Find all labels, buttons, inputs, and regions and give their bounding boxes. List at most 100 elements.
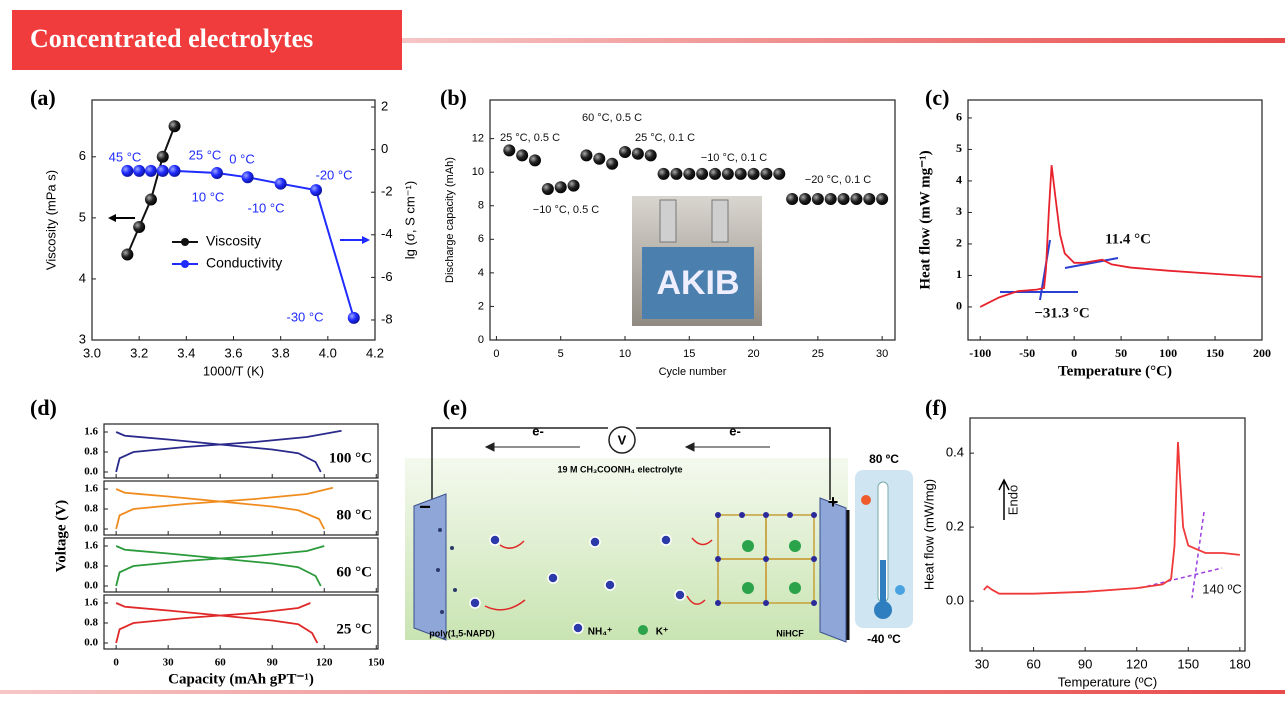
x-tick-label: 0 xyxy=(493,348,499,360)
data-point xyxy=(696,168,708,180)
anode-label: poly(1,5-NAPD) xyxy=(429,628,495,638)
y-tick-label: 0 xyxy=(478,334,484,346)
legend-marker xyxy=(181,238,189,246)
data-point xyxy=(773,168,785,180)
y-tick-label: 1.6 xyxy=(84,483,98,495)
y-tick-label: 0.0 xyxy=(84,637,98,649)
y-tick-label: 0 xyxy=(956,299,962,313)
data-point xyxy=(786,193,798,205)
x-tick-label: 3.4 xyxy=(177,345,195,360)
x-tick-label: 3.8 xyxy=(272,345,290,360)
data-point xyxy=(348,312,360,324)
subplot-label: 80 °C xyxy=(336,508,372,524)
data-point xyxy=(709,168,721,180)
x-tick-label: 120 xyxy=(316,657,333,669)
y2-tick-label: 2 xyxy=(381,98,388,113)
y-axis-title: Discharge capacity (mAh) xyxy=(444,157,456,283)
annotation: -10 °C xyxy=(248,200,285,215)
data-point xyxy=(145,165,157,177)
data-point xyxy=(632,148,644,160)
panel-label: (a) xyxy=(30,85,56,110)
y2-axis-title: lg (σ, S cm⁻¹) xyxy=(402,181,417,259)
electrode-sign: − xyxy=(419,496,431,518)
x-tick-label: 200 xyxy=(1253,346,1271,360)
data-point xyxy=(593,153,605,165)
subplot-label: 60 °C xyxy=(336,565,372,581)
data-point xyxy=(619,146,631,158)
plot-frame xyxy=(968,100,1262,340)
data-point xyxy=(310,184,322,196)
legend-label: Viscosity xyxy=(206,233,261,249)
temp-label: -40 ºC xyxy=(867,632,901,646)
data-point xyxy=(555,181,567,193)
y-tick-label: 5 xyxy=(79,209,86,224)
data-point xyxy=(748,168,760,180)
x-tick-label: 120 xyxy=(1126,656,1148,671)
x-axis-title: Temperature (°C) xyxy=(1058,363,1172,379)
data-point xyxy=(850,193,862,205)
data-point xyxy=(121,165,133,177)
x-tick-label: 60 xyxy=(1026,656,1040,671)
y-tick-label: 2 xyxy=(956,236,962,250)
y-tick-label: 0.0 xyxy=(946,593,964,608)
electron-label: e- xyxy=(532,423,544,438)
cathode-label: NiHCF xyxy=(776,628,804,638)
y-tick-label: 8 xyxy=(478,200,484,212)
data-point xyxy=(275,178,287,190)
y-tick-label: 0.8 xyxy=(84,503,98,515)
data-point xyxy=(169,165,181,177)
x-tick-label: 150 xyxy=(368,657,385,669)
x-tick-label: 30 xyxy=(975,656,989,671)
y-tick-label: 2 xyxy=(478,300,484,312)
plot-frame xyxy=(970,418,1245,651)
x-tick-label: 50 xyxy=(1115,346,1127,360)
y-tick-label: 0.2 xyxy=(946,519,964,534)
data-point xyxy=(133,221,145,233)
data-point xyxy=(157,165,169,177)
data-point xyxy=(735,168,747,180)
data-point xyxy=(645,149,657,161)
data-point xyxy=(242,171,254,183)
annotation: 60 °C, 0.5 C xyxy=(582,112,642,124)
x-tick-label: 4.0 xyxy=(319,345,337,360)
annotation: 25 °C, 0.5 C xyxy=(500,132,560,144)
legend-label: K⁺ xyxy=(656,627,669,638)
x-tick-label: 30 xyxy=(876,348,888,360)
y2-tick-label: -6 xyxy=(381,269,393,284)
data-point xyxy=(658,168,670,180)
slide-canvas: Concentrated electrolytes AKIB xyxy=(0,0,1285,706)
y2-tick-label: -4 xyxy=(381,226,393,241)
annotation: −10 °C, 0.5 C xyxy=(533,204,600,216)
annotation: −20 °C, 0.1 C xyxy=(805,174,872,186)
annotation: 140 ºC xyxy=(1202,581,1241,596)
y-tick-label: 4 xyxy=(956,173,962,187)
y-tick-label: 6 xyxy=(478,233,484,245)
data-point xyxy=(580,149,592,161)
data-point xyxy=(145,194,157,206)
x-tick-label: 60 xyxy=(215,657,227,669)
x-tick-label: 20 xyxy=(747,348,759,360)
y-tick-label: 0.8 xyxy=(84,617,98,629)
cell-diagram xyxy=(405,427,913,642)
y-axis-title: Viscosity (mPa s) xyxy=(43,170,58,270)
y-tick-label: 4 xyxy=(79,270,86,285)
y-tick-label: 1 xyxy=(956,267,962,281)
x-tick-label: 0 xyxy=(1071,346,1077,360)
legend-label: NH₄⁺ xyxy=(588,627,613,638)
panel-label: (d) xyxy=(30,395,57,420)
y2-tick-label: -8 xyxy=(381,311,393,326)
x-tick-label: 4.2 xyxy=(366,345,384,360)
y-tick-label: 0.0 xyxy=(84,523,98,535)
y-tick-label: 6 xyxy=(956,110,962,124)
x-axis-title: Temperature (ºC) xyxy=(1058,674,1157,689)
x-tick-label: 90 xyxy=(1078,656,1092,671)
y-axis-title: Heat flow (mW/mg) xyxy=(921,479,936,590)
x-tick-label: -100 xyxy=(969,346,991,360)
x-tick-label: 30 xyxy=(163,657,175,669)
x-tick-label: 3.6 xyxy=(224,345,242,360)
x-tick-label: 15 xyxy=(683,348,695,360)
annotation: −10 °C, 0.1 C xyxy=(701,152,768,164)
legend-label: Conductivity xyxy=(206,255,282,271)
annotation: Endo xyxy=(1005,485,1020,515)
data-point xyxy=(683,168,695,180)
